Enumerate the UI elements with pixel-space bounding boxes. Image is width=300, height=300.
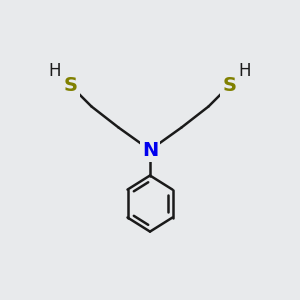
Text: N: N (142, 140, 158, 160)
Text: S: S (64, 76, 77, 95)
Text: H: H (239, 62, 251, 80)
Text: S: S (223, 76, 236, 95)
Text: H: H (49, 62, 61, 80)
